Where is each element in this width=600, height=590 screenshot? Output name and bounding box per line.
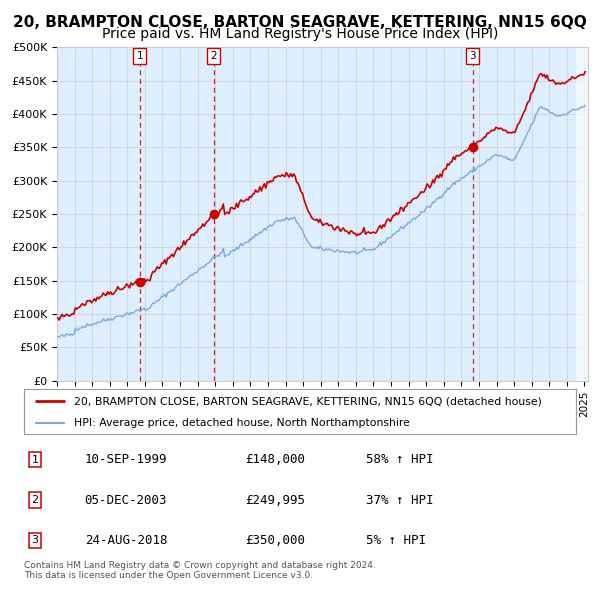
Text: 5% ↑ HPI: 5% ↑ HPI xyxy=(366,534,426,547)
Text: 05-DEC-2003: 05-DEC-2003 xyxy=(85,493,167,507)
Text: HPI: Average price, detached house, North Northamptonshire: HPI: Average price, detached house, Nort… xyxy=(74,418,410,428)
Text: 2: 2 xyxy=(31,495,38,505)
Text: 10-SEP-1999: 10-SEP-1999 xyxy=(85,453,167,466)
Text: 1: 1 xyxy=(32,455,38,465)
Text: 37% ↑ HPI: 37% ↑ HPI xyxy=(366,493,434,507)
Text: 58% ↑ HPI: 58% ↑ HPI xyxy=(366,453,434,466)
Text: 3: 3 xyxy=(469,51,476,61)
Text: 1: 1 xyxy=(136,51,143,61)
Text: 2: 2 xyxy=(211,51,217,61)
Bar xyxy=(575,47,588,381)
Text: Contains HM Land Registry data © Crown copyright and database right 2024.: Contains HM Land Registry data © Crown c… xyxy=(24,560,376,569)
Text: 20, BRAMPTON CLOSE, BARTON SEAGRAVE, KETTERING, NN15 6QQ (detached house): 20, BRAMPTON CLOSE, BARTON SEAGRAVE, KET… xyxy=(74,396,542,407)
Text: 20, BRAMPTON CLOSE, BARTON SEAGRAVE, KETTERING, NN15 6QQ: 20, BRAMPTON CLOSE, BARTON SEAGRAVE, KET… xyxy=(13,15,587,30)
Text: This data is licensed under the Open Government Licence v3.0.: This data is licensed under the Open Gov… xyxy=(24,571,313,580)
Text: £350,000: £350,000 xyxy=(245,534,305,547)
Text: £249,995: £249,995 xyxy=(245,493,305,507)
Text: 3: 3 xyxy=(32,535,38,545)
Text: £148,000: £148,000 xyxy=(245,453,305,466)
Text: Price paid vs. HM Land Registry's House Price Index (HPI): Price paid vs. HM Land Registry's House … xyxy=(102,27,498,41)
Text: 24-AUG-2018: 24-AUG-2018 xyxy=(85,534,167,547)
